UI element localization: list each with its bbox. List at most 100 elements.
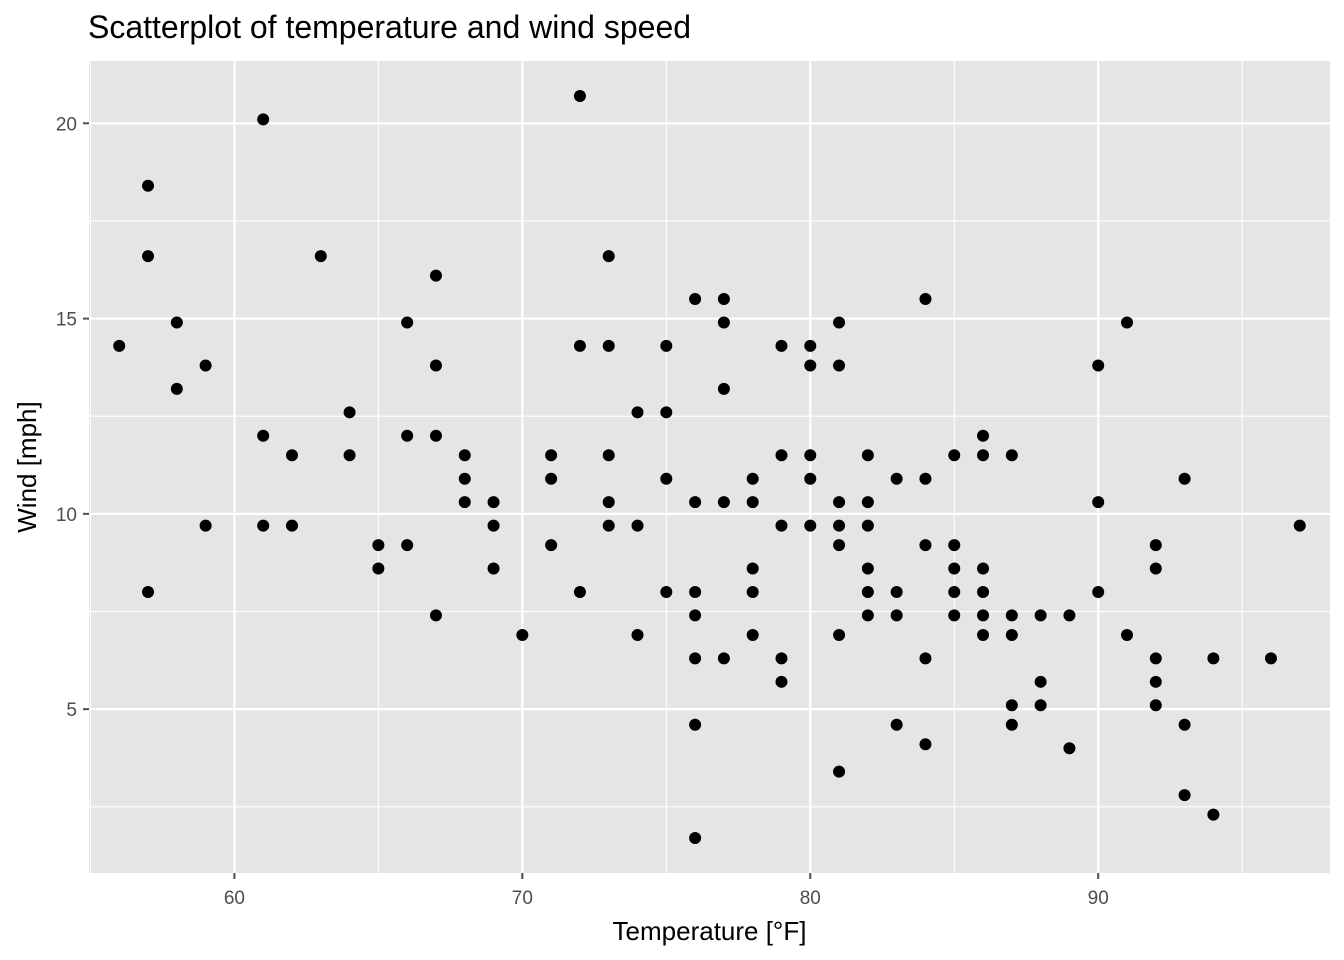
data-point [257, 519, 270, 532]
data-point [458, 472, 471, 485]
data-point [257, 429, 270, 442]
data-point [890, 718, 903, 731]
data-point [1121, 628, 1134, 641]
data-point [977, 449, 990, 462]
data-point [1293, 519, 1306, 532]
data-point [1005, 628, 1018, 641]
data-point [1092, 359, 1105, 372]
data-point [717, 316, 730, 329]
data-point [689, 652, 702, 665]
data-point [573, 585, 586, 598]
data-point [977, 628, 990, 641]
data-point [1149, 699, 1162, 712]
data-point [833, 496, 846, 509]
x-tick-label: 60 [224, 888, 245, 909]
data-point [1178, 718, 1191, 731]
data-point [1264, 652, 1277, 665]
data-point [775, 675, 788, 688]
data-points [113, 89, 1306, 845]
data-point [1149, 652, 1162, 665]
data-point [343, 406, 356, 419]
data-point [1034, 675, 1047, 688]
data-point [1005, 699, 1018, 712]
data-point [458, 449, 471, 462]
data-point [804, 449, 817, 462]
data-point [804, 359, 817, 372]
data-point [775, 519, 788, 532]
data-point [1207, 652, 1220, 665]
minor-gridlines [89, 61, 1330, 873]
data-point [775, 339, 788, 352]
data-point [948, 562, 961, 575]
data-point [746, 562, 759, 575]
data-point [890, 585, 903, 598]
data-point [689, 718, 702, 731]
data-point [545, 449, 558, 462]
data-point [890, 609, 903, 622]
data-point [372, 562, 385, 575]
y-tick-label: 5 [66, 700, 77, 721]
data-point [746, 496, 759, 509]
data-point [602, 449, 615, 462]
data-point [1178, 472, 1191, 485]
data-point [1005, 609, 1018, 622]
data-point [545, 472, 558, 485]
data-point [1149, 562, 1162, 575]
data-point [919, 472, 932, 485]
data-point [545, 539, 558, 552]
data-point [343, 449, 356, 462]
data-point [689, 832, 702, 845]
data-point [429, 429, 442, 442]
data-point [142, 179, 155, 192]
data-point [861, 496, 874, 509]
data-point [257, 113, 270, 126]
data-point [919, 738, 932, 751]
data-point [689, 496, 702, 509]
data-point [833, 359, 846, 372]
data-point [372, 539, 385, 552]
y-tick-label: 10 [56, 505, 77, 526]
data-point [833, 316, 846, 329]
y-axis-title: Wind [mph] [12, 401, 42, 533]
data-point [660, 585, 673, 598]
data-point [861, 609, 874, 622]
data-point [1063, 742, 1076, 755]
data-point [631, 406, 644, 419]
data-point [804, 339, 817, 352]
data-point [602, 250, 615, 263]
data-point [833, 539, 846, 552]
data-point [1149, 675, 1162, 688]
data-point [487, 519, 500, 532]
data-point [717, 652, 730, 665]
data-point [746, 628, 759, 641]
data-point [804, 472, 817, 485]
data-point [919, 539, 932, 552]
data-point [977, 562, 990, 575]
data-point [1207, 808, 1220, 821]
data-point [689, 609, 702, 622]
data-point [861, 562, 874, 575]
data-point [199, 359, 212, 372]
data-point [804, 519, 817, 532]
data-point [861, 519, 874, 532]
x-tick-label: 70 [512, 888, 533, 909]
data-point [602, 496, 615, 509]
data-point [948, 585, 961, 598]
data-point [142, 250, 155, 263]
data-point [833, 628, 846, 641]
data-point [631, 628, 644, 641]
data-point [199, 519, 212, 532]
data-point [948, 449, 961, 462]
data-point [775, 449, 788, 462]
data-point [746, 585, 759, 598]
data-point [631, 519, 644, 532]
data-point [170, 316, 183, 329]
data-point [977, 609, 990, 622]
data-point [602, 339, 615, 352]
data-point [1034, 609, 1047, 622]
data-point [890, 472, 903, 485]
data-point [919, 652, 932, 665]
data-point [977, 429, 990, 442]
data-point [458, 496, 471, 509]
data-point [1121, 316, 1134, 329]
